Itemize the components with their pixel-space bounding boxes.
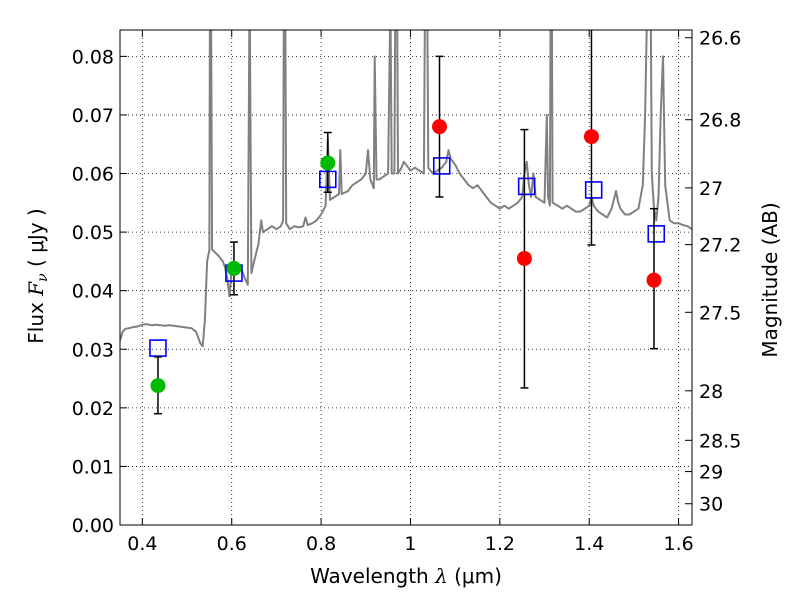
y-tick-label: 0.06 <box>72 164 114 186</box>
sed-model-line <box>120 30 692 348</box>
x-tick-label: 1.2 <box>485 533 515 555</box>
x-tick-label: 1.4 <box>574 533 604 555</box>
observed-point <box>516 250 532 266</box>
axis-ticks: 0.4 0.6 0.8 1 1.2 1.4 1.6 0.00 0.01 0.02 0.03 0.04 0… <box>72 28 742 555</box>
y-tick-label: 0.02 <box>72 398 114 420</box>
right-tick-label: 29 <box>699 462 723 484</box>
right-tick-label: 26.6 <box>699 28 741 50</box>
chart-marks <box>120 30 692 415</box>
y-tick-label: 0.01 <box>72 456 114 478</box>
right-tick-label: 28 <box>699 381 723 403</box>
y-tick-label: 0.07 <box>72 105 114 127</box>
observed-point <box>432 119 448 135</box>
model-photometry-square <box>517 177 536 196</box>
y-tick-label: 0.03 <box>72 339 114 361</box>
right-tick-label: 30 <box>699 494 723 516</box>
x-tick-label: 1 <box>404 533 416 555</box>
x-tick-label: 0.6 <box>217 533 247 555</box>
y-tick-label: 0.04 <box>72 281 114 303</box>
x-axis-label: Wavelength λ (μm) <box>310 564 502 588</box>
observed-point <box>226 260 242 276</box>
model-photometry-square <box>647 225 666 243</box>
right-tick-label: 26.8 <box>699 110 741 132</box>
y-tick-label: 0.08 <box>72 46 114 68</box>
right-tick-label: 27.2 <box>699 235 741 257</box>
right-axis-label: Magnitude (AB) <box>758 202 782 357</box>
model-photometry-square <box>584 181 603 199</box>
observed-point <box>646 272 662 288</box>
axes-frame <box>119 29 693 526</box>
right-tick-label: 27 <box>699 178 723 200</box>
x-tick-label: 0.4 <box>127 533 157 555</box>
observed-point <box>150 378 166 394</box>
right-tick-label: 28.5 <box>699 430 741 452</box>
y-axis-label: Flux Fν ( μJy ) <box>24 208 51 343</box>
right-tick-label: 27.5 <box>699 302 741 324</box>
x-tick-label: 1.6 <box>663 533 693 555</box>
observed-point <box>583 129 599 145</box>
y-tick-label: 0.05 <box>72 222 114 244</box>
x-tick-label: 0.8 <box>306 533 336 555</box>
y-tick-label: 0.00 <box>72 515 114 537</box>
observed-point <box>320 155 336 171</box>
model-photometry-square <box>432 157 451 175</box>
plot-frame <box>119 29 693 526</box>
model-photometry-square <box>149 339 167 357</box>
